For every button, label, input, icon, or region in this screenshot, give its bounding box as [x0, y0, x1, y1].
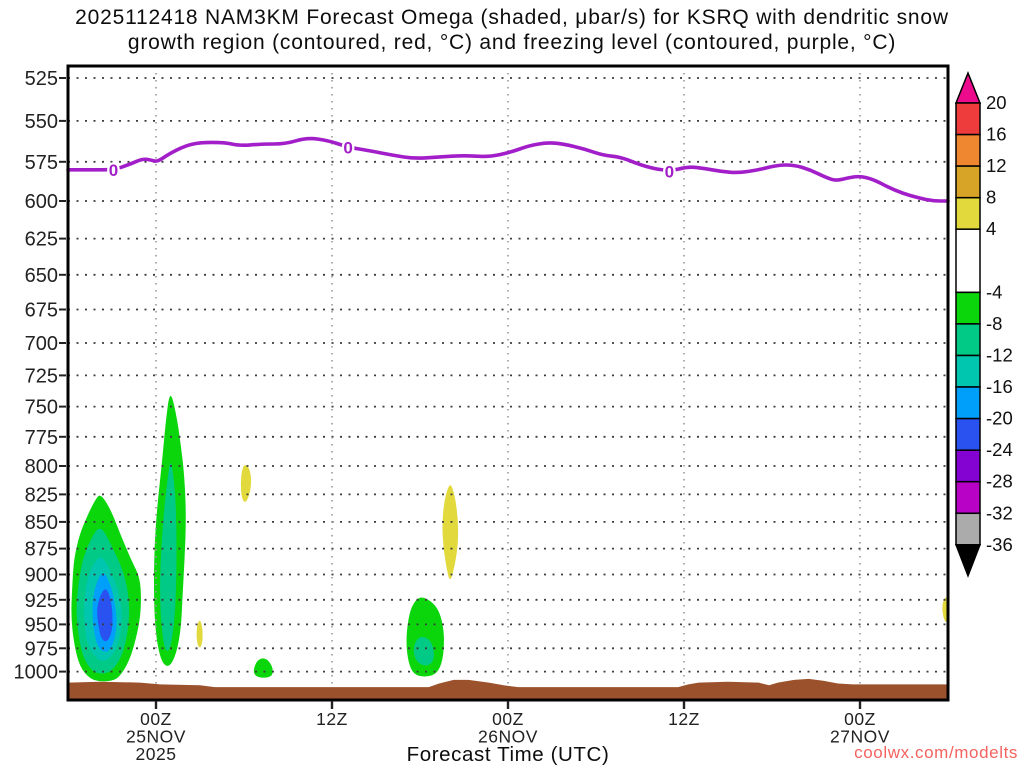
x-axis-tick-label: 27NOV: [830, 727, 890, 747]
colorbar-label: -4: [986, 281, 1002, 302]
colorbar-label: 20: [986, 92, 1007, 113]
y-axis-tick-label: 900: [25, 565, 58, 587]
chart-title-line1: 2025112418 NAM3KM Forecast Omega (shaded…: [75, 6, 949, 29]
colorbar-segment: [955, 102, 981, 136]
freezing-contour-value-label: 0: [109, 161, 118, 180]
x-axis-tick-label: 26NOV: [478, 727, 538, 747]
colorbar-label: -16: [986, 376, 1013, 397]
colorbar-segment: [955, 228, 981, 294]
chart-title-line2: growth region (contoured, red, °C) and f…: [127, 31, 897, 54]
y-axis-tick-label: 675: [25, 300, 58, 322]
colorbar-segment: [955, 449, 981, 483]
omega-region: [196, 620, 203, 648]
freezing-level-contour: 0 0 0: [66, 136, 950, 203]
colorbar-label: 16: [986, 124, 1007, 145]
omega-region: [253, 658, 273, 678]
x-axis-tick-label: 00Z: [140, 709, 172, 729]
x-axis-tick-label: 12Z: [316, 709, 348, 729]
colorbar-segment: [955, 386, 981, 420]
y-axis-tick-label: 925: [25, 590, 58, 612]
colorbar-segment: [955, 417, 981, 451]
colorbar-arrow-up: [954, 70, 982, 104]
omega-region: [160, 463, 177, 652]
x-axis-tick-label: 12Z: [668, 709, 700, 729]
colorbar-segment: [955, 323, 981, 357]
y-axis-tick-label: 725: [25, 365, 58, 387]
colorbar: 20 16 12 8 4 -4 -8 -12 -16 -20 -24 -28 -32 -36: [954, 70, 1013, 578]
colorbar-segment: [955, 165, 981, 199]
colorbar-label: 12: [986, 155, 1007, 176]
y-axis-tick-label: 750: [25, 397, 58, 419]
freezing-contour-value-label: 0: [343, 138, 352, 157]
y-axis-tick-label: 525: [25, 68, 58, 90]
x-axis-tick-label: 00Z: [492, 709, 524, 729]
y-axis-tick-label: 775: [25, 427, 58, 449]
x-axis-title: Forecast Time (UTC): [407, 743, 610, 766]
colorbar-arrow-down: [954, 544, 982, 578]
gridlines: [68, 66, 948, 700]
y-axis-tick-label: 700: [25, 333, 58, 355]
terrain-profile: [68, 678, 948, 700]
colorbar-label: -12: [986, 345, 1013, 366]
colorbar-segment: [955, 133, 981, 167]
plot-border: [66, 64, 950, 702]
y-axis-tick-label: 575: [25, 152, 58, 174]
x-axis-tick-label: 25NOV: [126, 727, 186, 747]
y-axis-tick-label: 625: [25, 229, 58, 251]
y-axis-tick-label: 950: [25, 614, 58, 636]
terrain-layer: [68, 678, 948, 700]
axes: 525 550 575 600 625 650 675 700 725 750 775 800 825 8…: [14, 64, 950, 764]
y-axis-tick-label: 825: [25, 484, 58, 506]
omega-region: [97, 589, 113, 642]
colorbar-label: -28: [986, 471, 1013, 492]
colorbar-segment: [955, 291, 981, 325]
omega-region: [240, 465, 252, 502]
omega-shaded-regions: [71, 395, 948, 682]
freezing-contour-value-label: 0: [665, 162, 674, 181]
y-axis-tick-label: 650: [25, 265, 58, 287]
y-axis-tick-label: 600: [25, 191, 58, 213]
y-axis-tick-label: 850: [25, 512, 58, 534]
colorbar-segment: [955, 196, 981, 230]
y-axis-tick-label: 550: [25, 111, 58, 133]
colorbar-segment: [955, 512, 981, 546]
colorbar-label: 4: [986, 218, 996, 239]
colorbar-label: -36: [986, 534, 1013, 555]
colorbar-label: -24: [986, 439, 1013, 460]
y-axis-tick-label: 975: [25, 638, 58, 660]
colorbar-label: -8: [986, 313, 1002, 334]
colorbar-label: 8: [986, 187, 996, 208]
y-axis-tick-label: 800: [25, 456, 58, 478]
x-axis-tick-label: 00Z: [844, 709, 876, 729]
freezing-level-line: [66, 136, 950, 203]
x-axis-tick-label: 2025: [136, 744, 177, 764]
colorbar-segment: [955, 480, 981, 515]
omega-region: [413, 636, 434, 666]
watermark: coolwx.com/modelts: [854, 743, 1018, 762]
colorbar-label: -20: [986, 408, 1013, 429]
y-axis-tick-label: 1000: [14, 662, 59, 684]
colorbar-label: -32: [986, 502, 1013, 523]
omega-region: [442, 485, 459, 580]
y-axis-tick-label: 875: [25, 539, 58, 561]
colorbar-segment: [955, 354, 981, 388]
